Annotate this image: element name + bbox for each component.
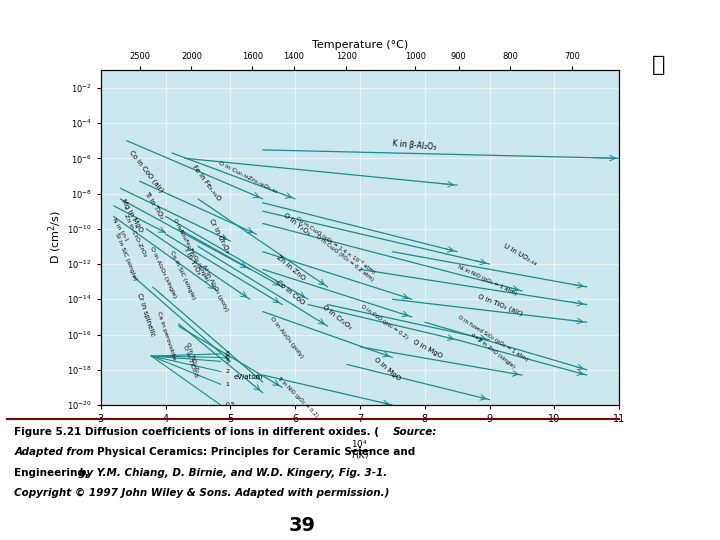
- Text: Ni in NiO (pO₂ ≈ 1 atm): Ni in NiO (pO₂ ≈ 1 atm): [457, 265, 518, 296]
- Text: O in MgO: O in MgO: [412, 339, 443, 359]
- Text: O in Al₂O₃ (single): O in Al₂O₃ (single): [150, 246, 178, 299]
- Text: 0.5: 0.5: [225, 402, 235, 408]
- Text: Physical Ceramics: Principles for Ceramic Science and: Physical Ceramics: Principles for Cerami…: [97, 447, 415, 457]
- Text: Copyright © 1997 John Wiley & Sons. Adapted with permission.): Copyright © 1997 John Wiley & Sons. Adap…: [14, 488, 390, 498]
- Text: Source:: Source:: [392, 427, 437, 437]
- Text: U in UO₂.₀₈: U in UO₂.₀₈: [503, 243, 538, 267]
- Text: O in fused SiO₂ (pO₂ ≈ 1 atm): O in fused SiO₂ (pO₂ ≈ 1 atm): [457, 314, 529, 362]
- Text: Ti in NiO (pO₂ ≈ 0.2): Ti in NiO (pO₂ ≈ 0.2): [276, 375, 319, 418]
- Text: Cr in spinelic: Cr in spinelic: [137, 292, 156, 337]
- Text: N in (n-): N in (n-): [111, 218, 128, 242]
- Text: Adapted from: Adapted from: [14, 447, 98, 457]
- Text: Zn in ZnO: Zn in ZnO: [276, 254, 307, 281]
- Text: Y in Y₂O₃: Y in Y₂O₃: [181, 245, 202, 275]
- Text: α+β in ZnO (single): α+β in ZnO (single): [470, 332, 516, 369]
- Text: 1: 1: [225, 382, 229, 387]
- Text: Engineering,: Engineering,: [14, 468, 93, 478]
- Text: O in Cr₂O₃: O in Cr₂O₃: [321, 304, 352, 330]
- Y-axis label: D (cm$^2$/s): D (cm$^2$/s): [47, 211, 64, 265]
- Text: 2: 2: [225, 369, 229, 374]
- Text: Zn in CrO·ZrO₂: Zn in CrO·ZrO₂: [124, 213, 148, 257]
- X-axis label: Temperature (°C): Temperature (°C): [312, 40, 408, 50]
- Text: Co in CoO (air): Co in CoO (air): [128, 149, 165, 193]
- Text: Co in SiC (single): Co in SiC (single): [169, 249, 196, 300]
- Text: O in Y₂O₃: O in Y₂O₃: [282, 212, 311, 236]
- Text: 📖: 📖: [652, 55, 665, 75]
- Text: Al in Al₂O₃ (poly): Al in Al₂O₃ (poly): [202, 264, 229, 312]
- Text: 8: 8: [225, 352, 229, 356]
- Text: Co in CoO: Co in CoO: [276, 279, 306, 306]
- Text: O in TiO₂-δ₂: O in TiO₂-δ₂: [185, 342, 199, 374]
- Text: Si in SiC (single): Si in SiC (single): [114, 232, 138, 281]
- Text: O in N₂₀₄Fe₂·Fe₃O₄ (single): O in N₂₀₄Fe₂·Fe₃O₄ (single): [172, 218, 210, 283]
- Text: O in Cu₂O (PO₂ ≈ 0.2 atm): O in Cu₂O (PO₂ ≈ 0.2 atm): [315, 234, 374, 282]
- Text: $\frac{10^4}{T(K)}$: $\frac{10^4}{T(K)}$: [350, 438, 370, 463]
- Text: Mg in MgO: Mg in MgO: [120, 198, 144, 233]
- Text: O in CoO (po₂ ≈ 0.2): O in CoO (po₂ ≈ 0.2): [360, 305, 409, 341]
- Text: Ti in TiO₂: Ti in TiO₂: [143, 191, 165, 220]
- Text: Cu in Cu₂O (pO₂ ≈ 1.4 × 10⁻⁴ atm): Cu in Cu₂O (pO₂ ≈ 1.4 × 10⁻⁴ atm): [295, 215, 377, 275]
- Text: O in Al₂O₃ (poly): O in Al₂O₃ (poly): [269, 315, 305, 359]
- Text: O in TiO₂-δ: O in TiO₂-δ: [181, 345, 198, 379]
- Text: eV/atom: eV/atom: [234, 374, 263, 380]
- Text: Cr in Cr₂O₃: Cr in Cr₂O₃: [208, 218, 230, 254]
- Text: 5: 5: [225, 359, 229, 364]
- Text: Fe in Fe₀.₉₅O: Fe in Fe₀.₉₅O: [192, 164, 222, 201]
- Text: 39: 39: [289, 516, 316, 535]
- Text: by Y.M. Chiang, D. Birnie, and W.D. Kingery, Fig. 3-1.: by Y.M. Chiang, D. Birnie, and W.D. King…: [79, 468, 387, 478]
- Text: Figure 5.21 Diffusion coefficients of ions in different oxides. (: Figure 5.21 Diffusion coefficients of io…: [14, 427, 379, 437]
- Text: K in β-Al₂O₃: K in β-Al₂O₃: [392, 139, 437, 152]
- Text: 6: 6: [225, 355, 229, 360]
- Text: O in Cu₀.₉₄Zn₀.₀₆O₁.₀₀: O in Cu₀.₉₄Zn₀.₀₆O₁.₀₀: [217, 161, 277, 195]
- Text: O in MgO: O in MgO: [373, 357, 402, 382]
- Text: O in TiO₂ (air): O in TiO₂ (air): [477, 293, 523, 317]
- Text: Ca in perovskite: Ca in perovskite: [156, 310, 176, 360]
